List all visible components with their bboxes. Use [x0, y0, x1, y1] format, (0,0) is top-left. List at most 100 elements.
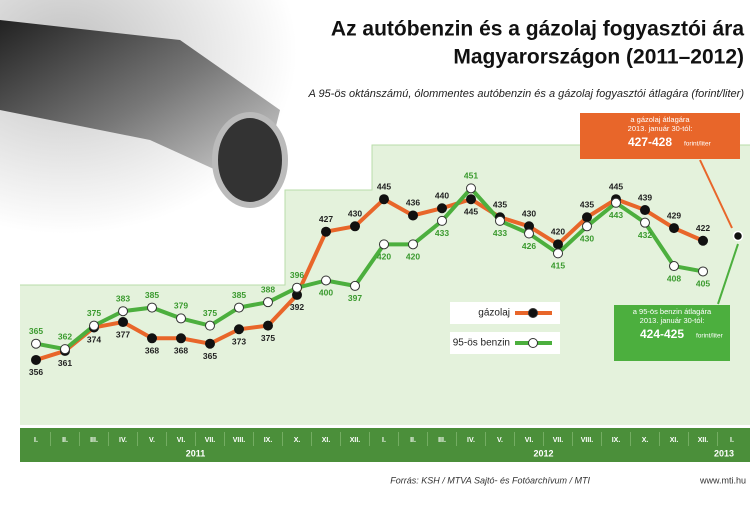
marker-2013 — [732, 230, 744, 242]
plot-bg — [20, 145, 750, 425]
point — [118, 317, 128, 328]
value-label: 365 — [203, 351, 217, 361]
x-tick-label: III. — [90, 437, 98, 444]
point — [321, 226, 331, 237]
point — [263, 320, 273, 331]
value-label: 374 — [87, 335, 101, 345]
value-label: 435 — [580, 200, 594, 210]
value-label: 400 — [319, 288, 333, 298]
point — [89, 320, 99, 331]
point — [698, 266, 708, 277]
x-tick-label: V. — [497, 437, 503, 444]
x-tick-label: IX. — [264, 437, 273, 444]
plot-outline — [20, 144, 750, 286]
value-label: 433 — [493, 228, 507, 238]
value-label: 375 — [261, 333, 275, 343]
x-tick-label: IV. — [467, 437, 475, 444]
x-tick-label: I. — [34, 437, 38, 444]
point — [437, 215, 447, 226]
title: Az autóbenzin és a gázolaj fogyasztói ár… — [331, 18, 744, 41]
point — [466, 183, 476, 194]
annotation-unit: forint/liter — [696, 333, 724, 340]
annotation-value: 427-428 — [628, 135, 672, 149]
point — [524, 228, 534, 239]
point — [147, 333, 157, 344]
annotation-value: 424-425 — [640, 327, 684, 341]
legend-box — [450, 332, 560, 354]
x-tick-label: VIII. — [233, 437, 246, 444]
year-label: 2012 — [533, 448, 553, 458]
value-label: 451 — [464, 171, 478, 181]
value-label: 420 — [377, 252, 391, 262]
x-tick-label: VII. — [553, 437, 564, 444]
value-label: 392 — [290, 302, 304, 312]
value-label: 439 — [638, 192, 652, 202]
year-label: 2013 — [714, 448, 734, 458]
value-label: 356 — [29, 367, 43, 377]
value-label: 361 — [58, 358, 72, 368]
x-tick-label: I. — [730, 437, 734, 444]
point — [669, 261, 679, 272]
annotation-box — [614, 305, 730, 361]
point — [553, 248, 563, 259]
annotation-text: 2013. január 30-tól: — [628, 124, 693, 133]
x-tick-label: X. — [642, 437, 649, 444]
value-label: 432 — [638, 230, 652, 240]
annotation-arrow — [717, 243, 739, 305]
x-tick-label: XI. — [670, 437, 679, 444]
point — [611, 197, 621, 208]
point — [234, 302, 244, 313]
subtitle: A 95-ös oktánszámú, ólommentes autóbenzi… — [307, 88, 744, 100]
x-tick-label: VII. — [205, 437, 216, 444]
value-label: 385 — [232, 290, 246, 300]
point — [31, 354, 41, 365]
point — [350, 221, 360, 232]
value-label: 433 — [435, 228, 449, 238]
value-label: 375 — [203, 308, 217, 318]
value-label: 385 — [145, 290, 159, 300]
value-label: 430 — [348, 209, 362, 219]
point — [698, 235, 708, 246]
point — [640, 217, 650, 228]
point — [669, 223, 679, 234]
title: Magyarországon (2011–2012) — [453, 46, 744, 69]
value-label: 408 — [667, 273, 681, 283]
value-label: 415 — [551, 261, 565, 271]
point — [60, 344, 70, 355]
point — [31, 338, 41, 349]
value-label: 435 — [493, 200, 507, 210]
value-label: 397 — [348, 293, 362, 303]
value-label: 365 — [29, 326, 43, 336]
value-label: 440 — [435, 190, 449, 200]
point — [379, 239, 389, 250]
point — [379, 194, 389, 205]
x-tick-label: III. — [438, 437, 446, 444]
value-label: 430 — [522, 209, 536, 219]
point — [205, 338, 215, 349]
value-label: 383 — [116, 293, 130, 303]
x-tick-label: IX. — [612, 437, 621, 444]
point — [437, 203, 447, 214]
x-tick-label: XII. — [698, 437, 709, 444]
annotation-text: a 95-ös benzin átlagára — [633, 307, 712, 316]
annotation-text: a gázolaj átlagára — [630, 115, 690, 124]
axis-band — [20, 428, 750, 462]
x-tick-label: VIII. — [581, 437, 594, 444]
value-label: 445 — [464, 206, 478, 216]
value-label: 426 — [522, 241, 536, 251]
point — [408, 210, 418, 221]
value-label: 388 — [261, 284, 275, 294]
value-label: 375 — [87, 308, 101, 318]
value-label: 445 — [377, 181, 391, 191]
legend-label: gázolaj — [478, 308, 510, 319]
x-tick-label: IV. — [119, 437, 127, 444]
value-label: 396 — [290, 270, 304, 280]
annotation-arrow — [699, 159, 733, 229]
value-label: 379 — [174, 301, 188, 311]
value-label: 422 — [696, 223, 710, 233]
value-label: 443 — [609, 210, 623, 220]
point — [118, 306, 128, 317]
website: www.mti.hu — [699, 475, 746, 485]
point — [495, 215, 505, 226]
